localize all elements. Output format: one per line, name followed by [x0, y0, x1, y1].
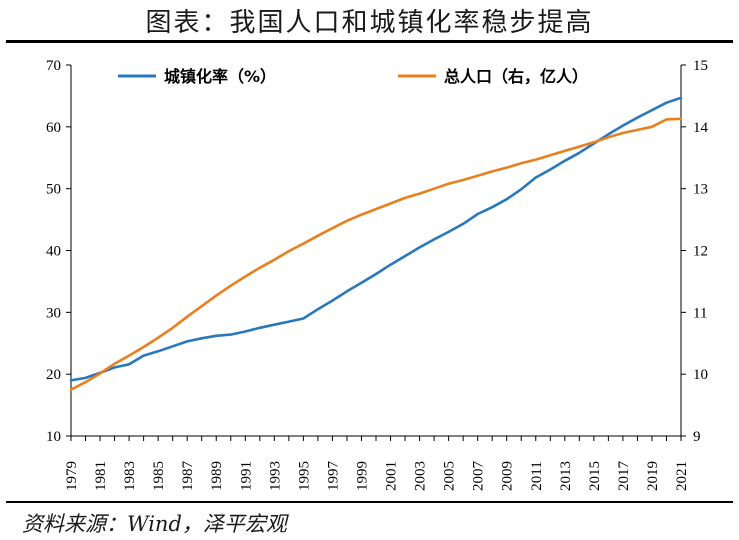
y-right-tick-label: 9 — [693, 429, 701, 445]
legend: 城镇化率（%） 总人口（右，亿人） — [118, 67, 588, 86]
x-tick-label: 2001 — [384, 461, 400, 491]
y-left-tick-label: 60 — [46, 120, 61, 136]
x-tick-label: 2003 — [413, 461, 429, 491]
y-right-tick-label: 11 — [693, 305, 707, 321]
y-left-tick-label: 70 — [46, 58, 61, 74]
top-rule — [6, 40, 733, 43]
legend-label: 总人口（右，亿人） — [444, 67, 588, 86]
page-title: 图表：我国人口和城镇化率稳步提高 — [145, 8, 594, 38]
y-right-tick-label: 12 — [693, 244, 708, 260]
y-left-tick-label: 30 — [46, 305, 61, 321]
bottom-rule — [6, 501, 733, 503]
x-tick-label: 2021 — [674, 461, 690, 491]
x-tick-label: 2011 — [529, 461, 545, 490]
y-left-tick-label: 40 — [46, 244, 61, 260]
y-right-tick-label: 15 — [693, 58, 708, 74]
x-tick-label: 1983 — [122, 461, 138, 491]
x-tick-label: 1989 — [209, 461, 225, 491]
x-tick-label: 1987 — [180, 461, 196, 492]
total-population-line — [69, 117, 683, 391]
x-tick-label: 2015 — [587, 461, 603, 491]
x-tick-label: 2017 — [616, 461, 632, 492]
y-left-tick-label: 10 — [46, 429, 61, 445]
x-tick-label: 1985 — [151, 461, 167, 491]
source-note: 资料来源：Wind，泽平宏观 — [22, 512, 287, 536]
x-tick-label: 1995 — [296, 461, 312, 491]
x-tick-label: 1997 — [325, 461, 341, 492]
x-tick-label: 1991 — [238, 461, 254, 491]
x-tick-label: 1993 — [267, 461, 283, 491]
y-right-tick-label: 14 — [693, 120, 709, 136]
legend-label: 城镇化率（%） — [164, 67, 276, 86]
urbanization-rate-line — [69, 96, 683, 382]
x-tick-label: 2019 — [645, 461, 661, 491]
y-right-tick-label: 13 — [693, 182, 708, 198]
x-tick-label: 2009 — [500, 461, 516, 491]
x-tick-label: 1981 — [93, 461, 109, 491]
y-left-tick-label: 20 — [46, 367, 61, 383]
axes: 10 20 30 40 50 60 70 9 10 11 12 13 14 15 1979 1981 1983 1… — [46, 58, 709, 491]
y-left-tick-label: 50 — [46, 182, 61, 198]
x-tick-label: 2013 — [558, 461, 574, 491]
y-right-tick-label: 10 — [693, 367, 708, 383]
x-tick-label: 1979 — [64, 461, 80, 491]
x-tick-label: 2005 — [442, 461, 458, 491]
x-tick-label: 2007 — [471, 460, 487, 491]
series-lines — [69, 96, 683, 391]
x-tick-label: 1999 — [354, 461, 370, 491]
